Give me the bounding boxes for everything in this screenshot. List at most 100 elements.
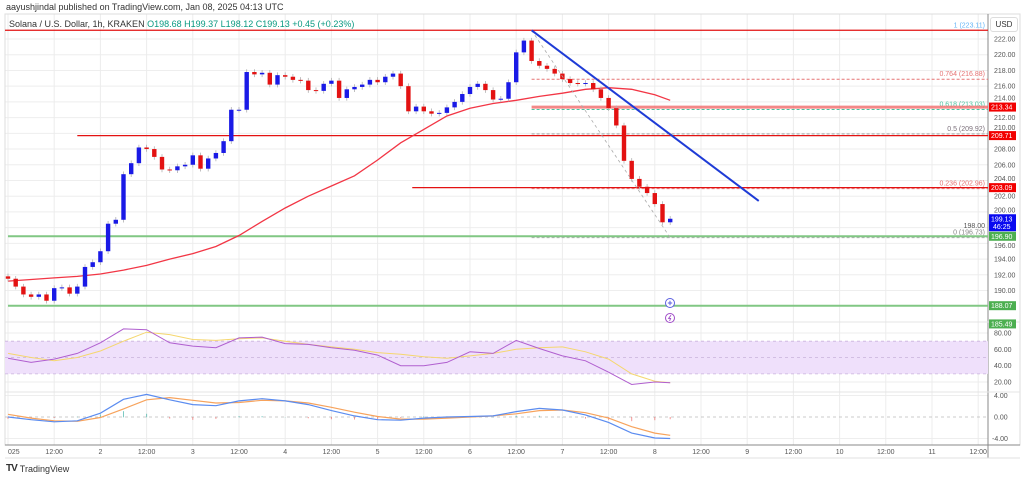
- macd-histogram-bar: [307, 417, 309, 419]
- candle-body: [452, 101, 457, 108]
- candle-body: [567, 79, 573, 84]
- candle-body: [344, 89, 349, 98]
- macd-axis-label: 0.00: [994, 415, 1008, 422]
- time-axis-label: 12:00: [415, 449, 433, 456]
- candle-body: [28, 294, 34, 297]
- candle-body: [652, 193, 657, 205]
- candle-body: [36, 294, 41, 297]
- candle-body: [59, 287, 65, 289]
- resistance-trendline: [530, 29, 760, 202]
- candle-body: [629, 160, 634, 179]
- price-tag: [989, 214, 1016, 232]
- moving-average: [7, 87, 671, 282]
- candle-body: [591, 83, 596, 90]
- price-axis-label: 220.00: [994, 52, 1016, 59]
- price-axis-label: 218.00: [994, 68, 1016, 75]
- plus-circle-icon[interactable]: [665, 298, 675, 308]
- lightning-icon[interactable]: [665, 313, 675, 323]
- candle-body: [67, 287, 72, 294]
- macd-histogram-bar: [146, 413, 148, 418]
- axes: 025 12:00 2 12:00 3 12:00 4 12:00 5 12:00 6 12:00 7 1…: [8, 37, 1016, 456]
- price-tag: [989, 102, 1016, 112]
- candle-body: [175, 166, 180, 171]
- macd-histogram-bar: [631, 417, 633, 422]
- candle-body: [598, 89, 604, 98]
- price-axis-label: 216.00: [994, 84, 1016, 91]
- candle-body: [213, 152, 219, 159]
- candle-body: [483, 83, 488, 91]
- time-axis-label: 11: [928, 449, 935, 456]
- candle-body: [21, 286, 26, 295]
- candle-body: [121, 174, 126, 220]
- candle-body: [390, 73, 396, 77]
- pane-frames: [4, 13, 1021, 459]
- tradingview-logo[interactable]: TV TradingView: [6, 463, 69, 474]
- candle-body: [537, 61, 542, 66]
- fib-level-label: 1 (223.11): [954, 22, 985, 29]
- fib-level-label: 0.618 (213.03): [939, 102, 985, 109]
- candle-body: [460, 94, 465, 102]
- candle-body: [498, 98, 503, 100]
- symbol-legend: Solana / U.S. Dollar, 1h, KRAKEN O198.68…: [9, 19, 354, 29]
- candle-body: [660, 204, 665, 223]
- candles: [5, 37, 673, 304]
- candle-body: [105, 223, 111, 252]
- price-change: +0.45 (+0.23%): [292, 19, 355, 29]
- time-axis-label: 12:00: [600, 449, 618, 456]
- grid: [5, 14, 988, 445]
- candle-body: [13, 278, 18, 287]
- macd-histogram-bar: [99, 414, 101, 418]
- candle-body: [329, 80, 334, 84]
- price-tag-countdown: 46:25: [993, 224, 1011, 231]
- price-axis-label: 192.00: [994, 272, 1016, 279]
- candle-body: [167, 169, 172, 171]
- macd-histogram-bar: [330, 417, 332, 420]
- candle-body: [606, 97, 611, 109]
- candle-body: [44, 294, 49, 301]
- price-tag-value: 185.49: [991, 321, 1013, 328]
- candle-body: [614, 108, 619, 126]
- price-tag-value: 196.90: [991, 234, 1013, 241]
- candle-body: [413, 106, 419, 112]
- candle-body: [360, 84, 365, 87]
- price-tag-value: 199.13: [991, 216, 1013, 223]
- candle-body: [475, 83, 480, 87]
- macd-pane: [5, 393, 988, 440]
- candle-body: [621, 125, 627, 161]
- macd-histogram-bar: [515, 415, 517, 418]
- macd-histogram-bar: [53, 417, 55, 418]
- price-tag-value: 213.34: [991, 105, 1013, 112]
- candle-body: [421, 106, 426, 112]
- time-axis-label: 12:00: [692, 449, 710, 456]
- tradingview-logo-icon: TV: [6, 463, 18, 474]
- macd-histogram-bar: [169, 417, 171, 419]
- rsi-axis-label: 40.00: [994, 363, 1012, 370]
- macd-histogram-bar: [423, 416, 425, 418]
- macd-histogram-bar: [669, 417, 671, 420]
- currency-button[interactable]: USD: [990, 17, 1018, 32]
- fib-level-label: 0.5 (209.92): [947, 126, 985, 133]
- time-axis-label: 12:00: [877, 449, 895, 456]
- macd-axis-label: 4.00: [994, 393, 1008, 400]
- candle-body: [198, 155, 203, 169]
- time-axis-label: 12:00: [138, 449, 156, 456]
- fib-level-label: 0.764 (216.88): [939, 71, 985, 78]
- time-axis-label: 12:00: [785, 449, 803, 456]
- candle-body: [229, 109, 234, 142]
- time-axis-label: 12:00: [323, 449, 341, 456]
- price-tag-value: 188.07: [991, 303, 1013, 310]
- level-lines: 1 (223.11) 0.764 (216.88) 0.618 (213.03) 0.…: [5, 22, 988, 307]
- price-tag: [989, 231, 1016, 241]
- logo-text: TradingView: [19, 463, 70, 474]
- price-axis-label: 214.00: [994, 95, 1016, 102]
- macd-histogram-bar: [261, 416, 263, 418]
- candle-body: [90, 262, 95, 267]
- ohlc-close: C199.13: [255, 19, 290, 29]
- candle-body: [375, 79, 380, 83]
- candle-body: [129, 163, 134, 175]
- macd-histogram-bar: [7, 417, 9, 419]
- time-axis-label: 8: [653, 449, 657, 456]
- candle-body: [437, 112, 442, 114]
- macd-signal-line: [7, 396, 671, 436]
